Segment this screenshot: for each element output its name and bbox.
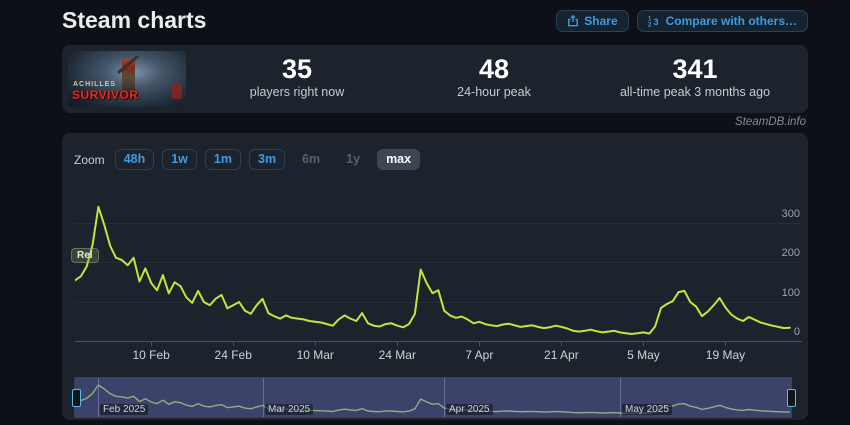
navigator-month-label-Feb-2025: Feb 2025 [100, 404, 149, 415]
x-axis-label-10-Feb: 10 Feb [132, 348, 170, 362]
x-axis-label-19-May: 19 May [705, 348, 746, 362]
navigator-selection-mask[interactable] [75, 378, 791, 417]
zoom-toolbar: Zoom 48h 1w 1m 3m 6m 1y max [74, 149, 421, 170]
x-tick-mark [233, 341, 235, 346]
gridline-200 [75, 262, 802, 263]
svg-text:2: 2 [648, 23, 652, 28]
zoom-options: 48h 1w 1m 3m 6m 1y max [114, 149, 421, 170]
x-axis-line [75, 341, 802, 342]
zoom-option-48h[interactable]: 48h [114, 149, 155, 170]
navigator-right-handle[interactable] [787, 389, 796, 407]
stat-24h-peak: 48 24-hour peak [414, 54, 574, 99]
y-axis-label-100: 100 [781, 286, 800, 299]
navigator-month-label-May-2025: May 2025 [622, 404, 672, 415]
navigator-month-label-Mar-2025: Mar 2025 [265, 404, 314, 415]
x-tick-mark [643, 341, 645, 346]
x-tick-mark [479, 341, 481, 346]
stat-alltime-peak: 341 all-time peak 3 months ago [582, 54, 808, 99]
steamdb-watermark: SteamDB.info [735, 116, 806, 128]
game-title-large: SURVIVOR [72, 88, 139, 102]
zoom-option-3m[interactable]: 3m [249, 149, 286, 170]
header-buttons: Share 1 2 3 Compare with others… [556, 10, 808, 32]
x-tick-mark [561, 341, 563, 346]
x-axis-label-24-Mar: 24 Mar [378, 348, 416, 362]
x-tick-mark [397, 341, 399, 346]
zoom-toolbar-label: Zoom [74, 152, 105, 167]
x-axis-label-21-Apr: 21 Apr [544, 348, 579, 362]
navigator-month-separator [98, 378, 99, 417]
zoom-option-1m[interactable]: 1m [204, 149, 241, 170]
zoom-option-1w[interactable]: 1w [162, 149, 197, 170]
x-axis-label-7-Apr: 7 Apr [465, 348, 494, 362]
release-marker-badge: Rel [71, 248, 99, 263]
share-icon [567, 15, 579, 27]
warrior-figure [122, 59, 135, 99]
y-axis-label-200: 200 [781, 247, 800, 259]
chart-navigator[interactable]: Feb 2025 Mar 2025 Apr 2025 May 2025 [72, 377, 796, 418]
players-series-line [75, 205, 791, 335]
navigator-month-separator [444, 378, 445, 417]
stats-panel: ACHILLES SURVIVOR 35 players right now 4… [62, 45, 808, 113]
alltime-peak-label: all-time peak 3 months ago [619, 85, 771, 99]
players-line-chart[interactable] [75, 190, 791, 343]
compare-button[interactable]: 1 2 3 Compare with others… [636, 10, 808, 32]
zoom-option-max[interactable]: max [377, 149, 421, 170]
x-axis-label-5-May: 5 May [627, 348, 660, 362]
game-title-small: ACHILLES [73, 81, 116, 88]
share-button[interactable]: Share [556, 10, 629, 32]
chart-panel: Zoom 48h 1w 1m 3m 6m 1y max 0 100 200 300 10 Feb 24… [62, 133, 808, 420]
navigator-month-separator [263, 378, 264, 417]
page-title: Steam charts [62, 7, 207, 33]
y-axis-label-300: 300 [781, 207, 800, 220]
x-axis-label-24-Feb: 24 Feb [214, 348, 252, 362]
svg-text:1: 1 [648, 17, 652, 23]
zoom-option-6m: 6m [302, 152, 321, 166]
alltime-peak-value: 341 [672, 54, 718, 84]
zoom-option-1y: 1y [346, 152, 361, 166]
navigator-month-separator [620, 378, 621, 417]
gridline-300 [75, 222, 802, 224]
navigator-left-handle[interactable] [72, 389, 81, 407]
x-tick-mark [151, 341, 153, 346]
current-players-value: 35 [281, 54, 313, 84]
24h-peak-label: 24-hour peak [457, 85, 531, 99]
share-button-label: Share [584, 14, 618, 28]
stat-current-players: 35 players right now [212, 54, 382, 99]
navigator-month-label-Apr-2025: Apr 2025 [446, 404, 493, 415]
game-capsule-image[interactable]: ACHILLES SURVIVOR [68, 51, 186, 107]
gridline-100 [75, 301, 802, 303]
capsule-decoration [172, 83, 182, 99]
24h-peak-value: 48 [478, 54, 510, 84]
compare-icon: 1 2 3 [648, 15, 661, 28]
current-players-label: players right now [249, 85, 345, 99]
x-tick-mark [725, 341, 727, 346]
compare-button-label: Compare with others… [665, 14, 797, 28]
y-axis-label-0: 0 [793, 326, 800, 338]
svg-text:3: 3 [653, 17, 658, 27]
x-tick-mark [315, 341, 317, 346]
x-axis-label-10-Mar: 10 Mar [296, 348, 334, 362]
